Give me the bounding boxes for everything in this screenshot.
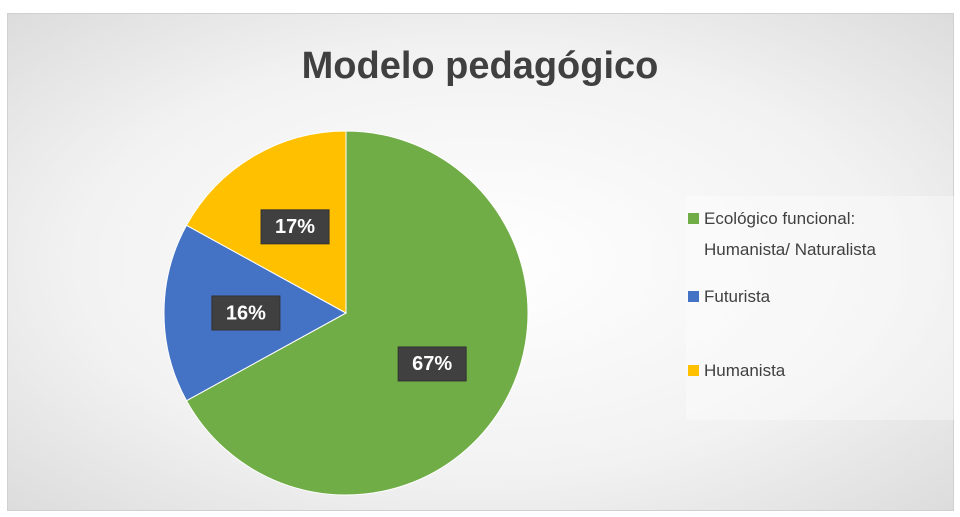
legend-entry: Humanista: [688, 355, 950, 386]
legend-entry: Ecológico funcional: Humanista/ Naturali…: [688, 203, 950, 265]
pie-slice: [185, 130, 529, 496]
data-label-box: [397, 346, 467, 382]
data-label: 67%: [412, 353, 452, 375]
legend-label: Ecológico funcional: Humanista/ Naturali…: [704, 209, 876, 259]
legend-swatch: [688, 365, 699, 376]
chart-title: Modelo pedagógico: [302, 45, 659, 87]
legend-label: Humanista: [704, 361, 786, 380]
legend-swatch: [688, 291, 699, 302]
data-label: 16%: [226, 302, 266, 324]
data-label: 17%: [275, 216, 315, 238]
legend-label: Futurista: [704, 287, 771, 306]
data-label-box: [260, 209, 330, 245]
data-label-box: [211, 295, 281, 331]
legend: Ecológico funcional: Humanista/ Naturali…: [686, 196, 954, 420]
legend-entry: Futurista: [688, 281, 950, 312]
legend-swatch: [688, 213, 699, 224]
